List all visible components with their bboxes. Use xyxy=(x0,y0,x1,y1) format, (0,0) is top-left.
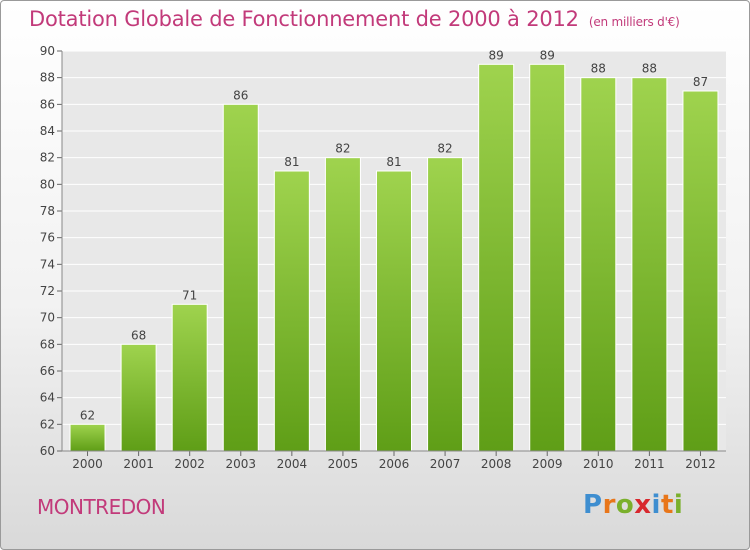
y-tick-label: 86 xyxy=(40,97,55,111)
commune-name: MONTREDON xyxy=(37,495,166,519)
logo-letter: i xyxy=(673,490,684,520)
x-tick-label: 2004 xyxy=(277,457,308,471)
bar xyxy=(580,77,617,452)
y-tick-label: 76 xyxy=(40,231,55,245)
chart-title: Dotation Globale de Fonctionnement de 20… xyxy=(29,7,680,31)
logo-letter: r xyxy=(602,490,616,520)
x-tick-label: 2006 xyxy=(379,457,410,471)
bar-value-label: 62 xyxy=(80,408,95,422)
y-tick-label: 66 xyxy=(40,364,55,378)
bar xyxy=(478,63,515,452)
x-tick-label: 2012 xyxy=(685,457,716,471)
x-tick-label: 2011 xyxy=(634,457,665,471)
bar xyxy=(324,157,361,452)
bar-value-label: 68 xyxy=(131,328,146,342)
y-tick-label: 82 xyxy=(40,151,55,165)
bar-value-label: 87 xyxy=(693,75,708,89)
y-tick-label: 88 xyxy=(40,71,55,85)
x-axis: 2000 2001 2002 2003 2004 2005 2006 2007 2008 2009… xyxy=(62,450,726,471)
y-tick-label: 62 xyxy=(40,417,55,431)
y-tick-label: 64 xyxy=(40,391,55,405)
bar xyxy=(222,103,259,452)
x-tick-label: 2001 xyxy=(123,457,154,471)
bar xyxy=(273,170,310,452)
x-tick-label: 2002 xyxy=(174,457,205,471)
y-tick-label: 74 xyxy=(40,257,55,271)
bar-value-label: 89 xyxy=(489,48,504,62)
bar-value-label: 81 xyxy=(386,155,401,169)
bar xyxy=(171,303,208,452)
bar-value-label: 82 xyxy=(335,142,350,156)
x-tick-label: 2008 xyxy=(481,457,512,471)
logo-letter: P xyxy=(583,490,603,520)
y-tick-label: 60 xyxy=(40,444,55,458)
bar xyxy=(427,157,464,452)
x-tick-label: 2010 xyxy=(583,457,614,471)
bar xyxy=(529,63,566,452)
bar-value-label: 89 xyxy=(540,48,555,62)
chart-title-text: Dotation Globale de Fonctionnement de 20… xyxy=(29,7,579,31)
bar-value-label: 88 xyxy=(642,62,657,76)
bar-value-label: 81 xyxy=(284,155,299,169)
y-tick-label: 78 xyxy=(40,204,55,218)
x-tick-label: 2007 xyxy=(430,457,461,471)
proxiti-logo: Proxiti xyxy=(583,490,683,520)
x-tick-label: 2005 xyxy=(328,457,359,471)
logo-letter: i xyxy=(651,490,661,520)
bar xyxy=(631,77,668,452)
y-tick-label: 84 xyxy=(40,124,55,138)
bar xyxy=(682,90,719,452)
x-tick-label: 2009 xyxy=(532,457,563,471)
y-axis: 60 62 64 66 68 70 72 74 76 78 80 82 84 86 88 90 xyxy=(40,44,63,458)
bars: 62 68 71 86 81 82 81 82 89 89 88 88 87 xyxy=(69,48,719,452)
y-tick-label: 72 xyxy=(40,284,55,298)
bar-value-label: 82 xyxy=(437,142,452,156)
y-tick-label: 68 xyxy=(40,337,55,351)
bar xyxy=(120,343,157,452)
chart-unit: (en milliers d'€) xyxy=(588,15,680,29)
x-tick-label: 2000 xyxy=(72,457,103,471)
bar-value-label: 86 xyxy=(233,88,248,102)
bar xyxy=(69,423,106,452)
y-tick-label: 70 xyxy=(40,311,55,325)
y-tick-label: 80 xyxy=(40,177,55,191)
logo-letter: t xyxy=(660,490,674,520)
y-tick-label: 90 xyxy=(40,44,55,58)
x-tick-label: 2003 xyxy=(225,457,256,471)
logo-letter: o xyxy=(615,490,635,520)
bar xyxy=(376,170,412,452)
logo-letter: x xyxy=(634,490,652,520)
bar-value-label: 88 xyxy=(591,62,606,76)
bar-value-label: 71 xyxy=(182,288,197,302)
